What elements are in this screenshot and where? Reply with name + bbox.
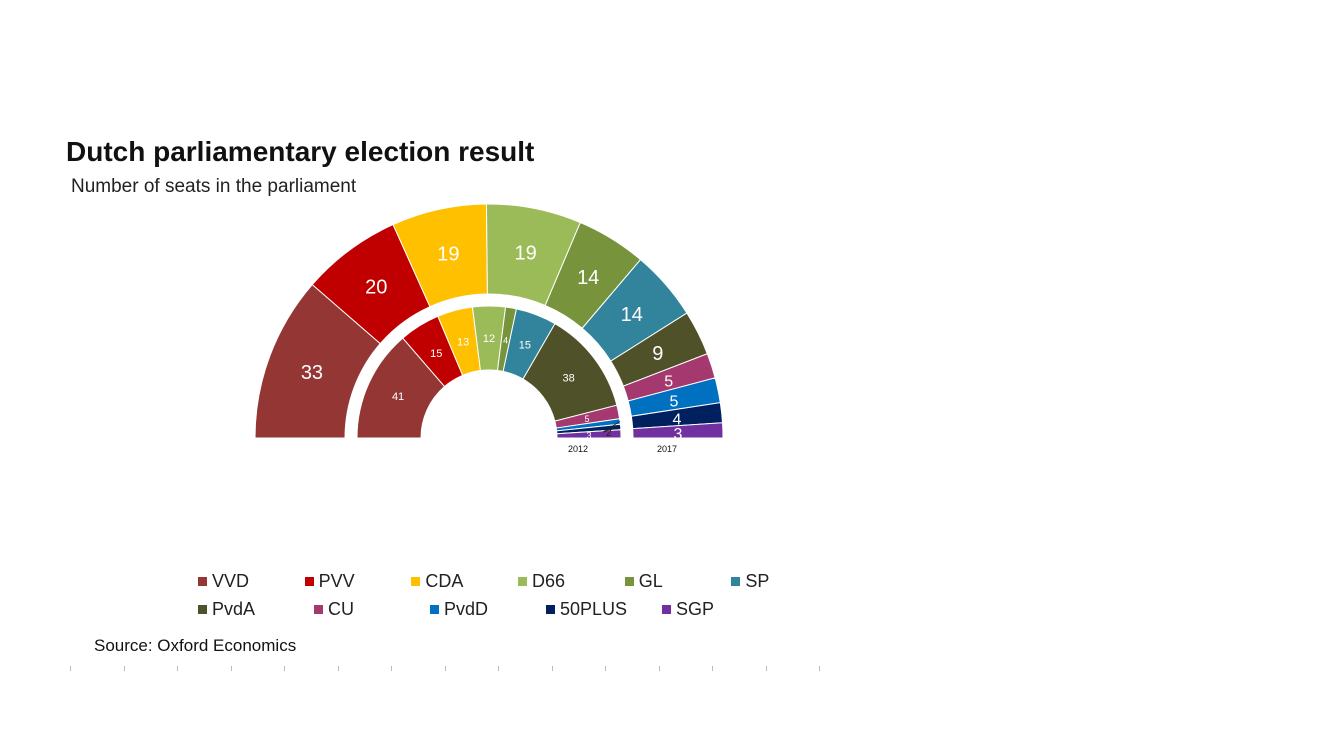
axis-ticks	[70, 666, 830, 672]
legend-row: PvdA CU PvdD 50PLUS SGP	[198, 595, 838, 623]
data-label: 12	[483, 333, 495, 345]
legend-label: CU	[328, 598, 354, 619]
data-label: 20	[365, 276, 387, 298]
legend-item-pvdd: PvdD	[430, 599, 546, 620]
data-label: 5	[585, 414, 590, 424]
legend-swatch	[731, 576, 741, 586]
legend-item-cu: CU	[314, 599, 430, 620]
series-label: 2012	[568, 444, 588, 454]
data-label: 5	[670, 393, 679, 410]
tick-mark	[177, 666, 178, 671]
data-label: 19	[514, 243, 536, 265]
series-label: 2017	[657, 444, 677, 454]
legend-swatch	[430, 604, 439, 614]
tick-mark	[123, 666, 125, 671]
data-label: 33	[301, 362, 323, 384]
data-label: 3	[586, 431, 591, 441]
data-label: 4	[672, 412, 681, 429]
legend-swatch	[546, 604, 555, 614]
data-label: 41	[392, 391, 404, 403]
legend-label: GL	[638, 570, 663, 591]
legend-label: CDA	[425, 570, 464, 591]
legend-label: PvdA	[212, 598, 256, 619]
legend-swatch	[411, 576, 421, 586]
data-label: 9	[652, 343, 663, 365]
tick-mark	[658, 666, 660, 671]
data-label: 19	[437, 243, 459, 265]
tick-mark	[712, 666, 713, 671]
data-label: 15	[430, 348, 442, 360]
legend-label: PvdD	[444, 598, 489, 619]
tick-mark	[391, 666, 392, 671]
legend: VVD PVV CDA D66 GL SP PvdA CU PvdD 50PLU…	[198, 567, 838, 623]
legend-swatch	[198, 604, 207, 614]
legend-item-sp: SP	[731, 571, 838, 592]
legend-item-vvd: VVD	[198, 571, 305, 592]
tick-mark	[765, 666, 767, 671]
data-label: 14	[577, 267, 599, 289]
legend-item-sgp: SGP	[662, 599, 778, 620]
legend-item-gl: GL	[624, 570, 732, 592]
data-label: 13	[457, 336, 469, 348]
tick-mark	[819, 666, 820, 671]
legend-swatch	[198, 576, 207, 586]
legend-label: 50PLUS	[560, 598, 628, 619]
callout-line	[602, 421, 621, 433]
legend-item-d66: D66	[518, 571, 625, 592]
slice-2017-sgp	[632, 422, 724, 439]
legend-label: SP	[745, 570, 770, 591]
tick-mark	[284, 666, 285, 671]
source-note: Source: Oxford Economics	[94, 636, 297, 655]
legend-item-50plus: 50PLUS	[546, 599, 662, 620]
legend-label: VVD	[212, 570, 250, 591]
legend-swatch	[518, 576, 528, 586]
tick-mark	[337, 666, 339, 671]
tick-mark	[498, 666, 499, 671]
callout-line	[602, 426, 621, 433]
legend-item-cda: CDA	[411, 571, 518, 592]
chart-subtitle: Number of seats in the parliament	[71, 176, 357, 197]
legend-item-pvda: PvdA	[198, 599, 314, 620]
legend-item-pvv: PVV	[304, 570, 412, 592]
callout-label: 2	[606, 428, 612, 439]
tick-mark	[605, 666, 606, 671]
chart-title: Dutch parliamentary election result	[66, 136, 535, 167]
tick-mark	[444, 666, 446, 671]
legend-swatch	[304, 576, 314, 586]
data-label: 14	[621, 304, 643, 326]
legend-row: VVD PVV CDA D66 GL SP	[198, 567, 838, 595]
data-label: 3	[673, 426, 682, 443]
legend-swatch	[662, 604, 671, 614]
legend-label: PVV	[318, 570, 355, 591]
tick-mark	[230, 666, 232, 671]
legend-label: SGP	[676, 598, 715, 619]
legend-swatch	[624, 576, 634, 586]
data-label: 38	[563, 372, 575, 384]
legend-label: D66	[532, 570, 566, 591]
tick-mark	[70, 666, 71, 671]
tick-mark	[551, 666, 553, 671]
data-label: 15	[519, 339, 531, 351]
legend-swatch	[314, 604, 323, 614]
data-label: 4	[503, 335, 508, 345]
data-label: 5	[664, 374, 673, 391]
